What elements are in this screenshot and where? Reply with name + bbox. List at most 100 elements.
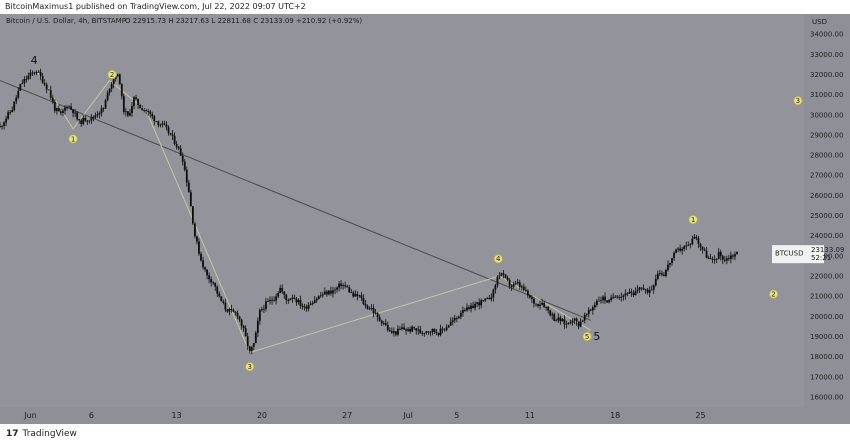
candle bbox=[717, 247, 720, 260]
candle bbox=[204, 266, 206, 273]
candle bbox=[658, 269, 661, 277]
candle bbox=[283, 291, 286, 299]
x-tick-label: 11 bbox=[525, 411, 535, 420]
time-axis[interactable] bbox=[0, 407, 804, 424]
candle bbox=[360, 292, 363, 301]
candle bbox=[451, 317, 454, 326]
candle bbox=[699, 242, 702, 251]
candle bbox=[569, 319, 572, 325]
candle bbox=[151, 111, 154, 120]
candle bbox=[652, 284, 655, 294]
candle bbox=[713, 255, 716, 264]
candle bbox=[543, 300, 546, 308]
candle bbox=[183, 158, 186, 172]
y-tick-label: 23000.00 bbox=[810, 252, 843, 260]
candle bbox=[220, 296, 223, 302]
chart-area[interactable]: Bitcoin / U.S. Dollar, 4h, BITSTAMP O 22… bbox=[0, 14, 850, 424]
candle bbox=[390, 327, 393, 334]
candle bbox=[711, 256, 714, 264]
candle bbox=[80, 118, 83, 127]
candle bbox=[395, 331, 397, 337]
price-tag: BTCUSD 23133.09 52:21 bbox=[772, 245, 844, 264]
candle bbox=[648, 286, 651, 297]
candle bbox=[179, 144, 182, 156]
candle bbox=[482, 300, 485, 303]
candle bbox=[703, 247, 706, 252]
candle bbox=[364, 299, 367, 309]
candle bbox=[459, 310, 462, 320]
svg-text:2: 2 bbox=[110, 71, 114, 79]
candle bbox=[681, 246, 684, 255]
candle bbox=[386, 321, 389, 332]
wave-label-3: 2 bbox=[107, 69, 117, 80]
candle bbox=[301, 303, 304, 310]
candle bbox=[541, 298, 543, 306]
candle bbox=[466, 303, 468, 312]
price-axis[interactable] bbox=[804, 14, 850, 424]
candle bbox=[598, 296, 600, 302]
candle bbox=[3, 120, 5, 130]
candle bbox=[98, 111, 101, 119]
candle bbox=[663, 271, 665, 277]
y-tick-label: 25000.00 bbox=[810, 212, 843, 220]
ohlc-info: O 22915.73 H 23217.63 L 22811.68 C 23133… bbox=[125, 17, 362, 25]
candle bbox=[464, 308, 466, 312]
y-tick-label: 19000.00 bbox=[810, 333, 843, 341]
candle bbox=[401, 323, 403, 331]
candle bbox=[455, 316, 458, 323]
candle bbox=[165, 121, 168, 131]
svg-text:5: 5 bbox=[585, 333, 589, 341]
candle bbox=[273, 296, 275, 302]
candle bbox=[693, 234, 696, 239]
candle bbox=[545, 306, 548, 311]
x-tick-label: 5 bbox=[454, 411, 459, 420]
candle bbox=[555, 318, 558, 322]
candle bbox=[171, 130, 174, 140]
candle bbox=[303, 303, 306, 311]
y-tick-label: 33000.00 bbox=[810, 51, 843, 59]
candle bbox=[591, 305, 594, 315]
wave-labels: 4 1 2 3 4 55 1 2 3 bbox=[31, 54, 803, 372]
candle bbox=[336, 286, 338, 293]
candle bbox=[242, 324, 245, 332]
candle bbox=[37, 69, 40, 73]
candle bbox=[7, 110, 10, 120]
candle bbox=[21, 79, 24, 85]
candle bbox=[441, 326, 444, 334]
candle bbox=[143, 107, 146, 113]
candle bbox=[622, 294, 625, 301]
candle bbox=[397, 325, 399, 337]
candle bbox=[524, 286, 527, 293]
candle bbox=[606, 300, 608, 303]
candle bbox=[415, 328, 418, 335]
candle bbox=[407, 327, 409, 332]
candle bbox=[226, 308, 229, 313]
candle bbox=[55, 107, 58, 115]
candle bbox=[656, 270, 659, 281]
candle bbox=[45, 82, 48, 94]
candle bbox=[102, 107, 105, 112]
candle bbox=[616, 294, 619, 299]
y-tick-label: 20000.00 bbox=[810, 313, 843, 321]
candle bbox=[447, 324, 450, 328]
candle bbox=[350, 288, 353, 294]
y-tick-label: 26000.00 bbox=[810, 192, 843, 200]
candle bbox=[244, 325, 247, 337]
candle bbox=[116, 73, 119, 77]
candle bbox=[727, 254, 730, 262]
candle bbox=[291, 294, 294, 303]
candle bbox=[695, 235, 698, 241]
candle bbox=[384, 319, 387, 327]
candle bbox=[169, 132, 172, 136]
candle bbox=[96, 110, 99, 118]
candle bbox=[11, 106, 14, 113]
candle bbox=[35, 70, 38, 76]
publish-header: BitcoinMaximus1 published on TradingView… bbox=[0, 0, 850, 14]
candle bbox=[640, 287, 643, 291]
candle bbox=[261, 306, 263, 312]
candle bbox=[263, 304, 265, 314]
y-tick-label: 18000.00 bbox=[810, 353, 843, 361]
candle bbox=[210, 276, 213, 287]
svg-text:4: 4 bbox=[31, 54, 38, 67]
candle bbox=[68, 105, 70, 109]
